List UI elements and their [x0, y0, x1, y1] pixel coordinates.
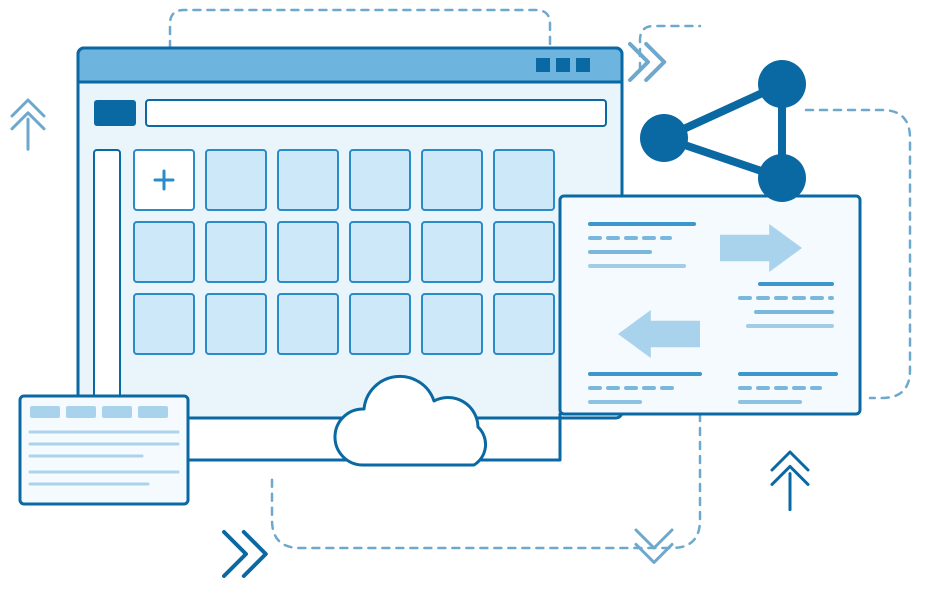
url-bar: [146, 100, 606, 126]
panel-tab: [66, 406, 96, 418]
calendar-cell: [422, 294, 482, 354]
calendar-cell: [134, 294, 194, 354]
calendar-cell: [422, 150, 482, 210]
list-panel: [20, 396, 188, 504]
nav-button: [94, 100, 136, 126]
share-icon: [640, 60, 806, 202]
calendar-cell: [494, 294, 554, 354]
calendar-cell: [206, 294, 266, 354]
data-transfer-panel: [560, 196, 860, 414]
panel-tab: [102, 406, 132, 418]
calendar-cell: [494, 150, 554, 210]
calendar-cell: [350, 222, 410, 282]
calendar-cell: [350, 150, 410, 210]
panel-tab: [138, 406, 168, 418]
panel-tab: [30, 406, 60, 418]
calendar-cell: [278, 294, 338, 354]
calendar-cell: [278, 222, 338, 282]
calendar-cell: [494, 222, 554, 282]
window-control-icon: [556, 58, 570, 72]
calendar-cell: [422, 222, 482, 282]
calendar-cell: [206, 222, 266, 282]
calendar-window: [78, 48, 622, 418]
window-control-icon: [576, 58, 590, 72]
sidebar: [94, 150, 120, 400]
window-control-icon: [536, 58, 550, 72]
calendar-cell: [134, 222, 194, 282]
calendar-cell: [206, 150, 266, 210]
calendar-cell: [278, 150, 338, 210]
calendar-cell: [350, 294, 410, 354]
